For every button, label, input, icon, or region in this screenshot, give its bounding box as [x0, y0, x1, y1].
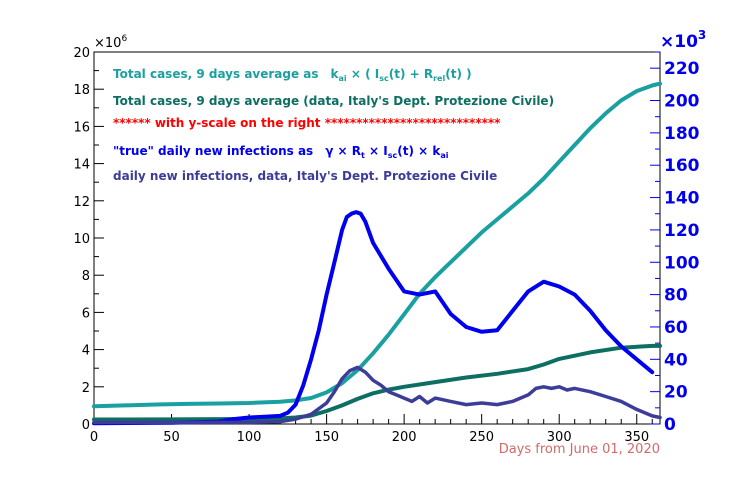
left-tick-label: 4 [82, 344, 90, 359]
right-tick-label: 160 [664, 156, 700, 176]
right-tick-label: 180 [664, 124, 700, 144]
legend-model-total: Total cases, 9 days average as kai × ( Is… [113, 67, 472, 83]
left-tick-label: 10 [73, 232, 90, 247]
right-tick-label: 20 [664, 383, 688, 403]
right-tick-label: 120 [664, 221, 700, 241]
right-axis-multiplier: ×103 [660, 28, 706, 52]
legend-data-daily: daily new infections, data, Italy's Dept… [113, 169, 497, 183]
right-tick-label: 200 [664, 92, 700, 112]
left-tick-label: 0 [82, 418, 90, 433]
x-tick-label: 250 [469, 430, 494, 445]
legend-true-daily: "true" daily new infections as γ × Rt × I… [113, 144, 449, 160]
series-line-4 [92, 365, 662, 425]
left-axis-multiplier: ×106 [94, 34, 127, 51]
legend: Total cases, 9 days average as kai × ( Is… [113, 67, 554, 183]
x-axis-label: Days from June 01, 2020 [499, 442, 660, 457]
left-tick-label: 18 [73, 83, 90, 98]
left-tick-label: 20 [73, 46, 90, 61]
x-tick-label: 300 [547, 430, 572, 445]
x-tick-label: 100 [237, 430, 262, 445]
right-tick-label: 60 [664, 318, 688, 338]
x-tick-label: 350 [624, 430, 649, 445]
left-tick-label: 8 [82, 269, 90, 284]
legend-data-total: Total cases, 9 days average (data, Italy… [113, 94, 554, 108]
right-tick-label: 140 [664, 189, 700, 209]
left-tick-label: 12 [73, 195, 90, 210]
right-tick-label: 100 [664, 253, 700, 273]
right-tick-label: 220 [664, 59, 700, 79]
right-tick-label: 40 [664, 350, 688, 370]
x-tick-label: 200 [392, 430, 417, 445]
left-tick-label: 16 [73, 120, 90, 135]
x-tick-label: 150 [314, 430, 339, 445]
axis-ticks: 0246810121416182002040608010012014016018… [73, 46, 699, 445]
right-tick-label: 0 [664, 415, 676, 435]
left-tick-label: 2 [82, 381, 90, 396]
series-line-1 [92, 81, 662, 409]
series-layer [92, 81, 662, 426]
left-tick-label: 14 [73, 158, 90, 173]
legend-note: ****** with y-scale on the right *******… [113, 116, 501, 130]
series-line-3 [92, 210, 655, 426]
x-tick-label: 0 [90, 430, 98, 445]
series-line-2 [92, 343, 662, 422]
right-tick-label: 80 [664, 286, 688, 306]
left-tick-label: 6 [82, 306, 90, 321]
x-tick-label: 50 [163, 430, 180, 445]
